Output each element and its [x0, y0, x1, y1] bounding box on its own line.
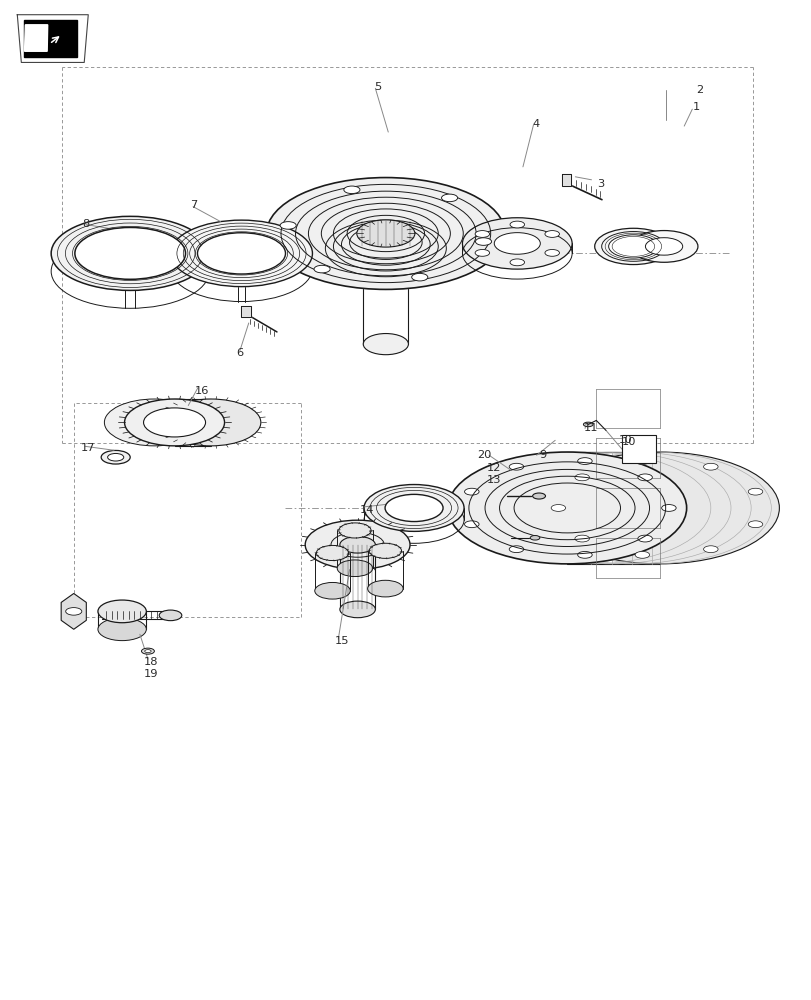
Text: 10: 10 — [621, 437, 636, 447]
Ellipse shape — [574, 535, 589, 542]
Text: 10: 10 — [619, 435, 633, 445]
Text: 16: 16 — [195, 386, 208, 396]
Polygon shape — [24, 20, 77, 57]
Ellipse shape — [582, 422, 592, 427]
Ellipse shape — [108, 453, 123, 461]
Text: 6: 6 — [236, 348, 243, 358]
Ellipse shape — [475, 238, 491, 245]
Ellipse shape — [141, 648, 154, 654]
Ellipse shape — [747, 521, 762, 528]
Ellipse shape — [594, 228, 672, 265]
Ellipse shape — [530, 536, 539, 540]
Text: 18: 18 — [144, 657, 158, 667]
Ellipse shape — [356, 220, 414, 247]
Ellipse shape — [144, 650, 151, 653]
Ellipse shape — [343, 186, 359, 194]
Ellipse shape — [197, 233, 285, 274]
Ellipse shape — [634, 551, 649, 558]
Text: 14: 14 — [359, 505, 374, 515]
Ellipse shape — [98, 618, 146, 641]
Text: 13: 13 — [486, 475, 500, 485]
Text: 12: 12 — [486, 463, 500, 473]
Ellipse shape — [509, 259, 524, 266]
Ellipse shape — [51, 216, 209, 290]
Polygon shape — [112, 469, 118, 479]
Ellipse shape — [544, 231, 559, 237]
Ellipse shape — [363, 485, 464, 531]
Ellipse shape — [448, 452, 686, 564]
Ellipse shape — [384, 494, 443, 522]
Ellipse shape — [369, 543, 401, 558]
Ellipse shape — [577, 551, 591, 558]
Polygon shape — [241, 306, 251, 317]
Ellipse shape — [702, 546, 717, 553]
Ellipse shape — [266, 178, 504, 289]
Ellipse shape — [105, 399, 204, 446]
Ellipse shape — [159, 610, 182, 621]
Ellipse shape — [464, 521, 478, 528]
Text: 17: 17 — [81, 443, 96, 453]
Text: 9: 9 — [539, 450, 546, 460]
Ellipse shape — [474, 231, 489, 237]
Text: 3: 3 — [596, 179, 603, 189]
Ellipse shape — [540, 452, 779, 564]
Ellipse shape — [637, 474, 651, 481]
Ellipse shape — [608, 235, 658, 258]
Ellipse shape — [170, 220, 312, 287]
Text: 1: 1 — [693, 102, 699, 112]
Ellipse shape — [532, 493, 545, 499]
Text: 5: 5 — [373, 82, 380, 92]
Bar — [621, 435, 655, 463]
Text: 11: 11 — [582, 423, 597, 433]
Ellipse shape — [661, 505, 676, 511]
Ellipse shape — [747, 488, 762, 495]
Ellipse shape — [441, 194, 457, 202]
Text: 19: 19 — [144, 669, 158, 679]
Ellipse shape — [702, 463, 717, 470]
Text: 4: 4 — [532, 119, 539, 129]
Text: 8: 8 — [82, 219, 89, 229]
Ellipse shape — [340, 601, 375, 618]
Ellipse shape — [544, 249, 559, 256]
Ellipse shape — [314, 265, 330, 273]
Ellipse shape — [367, 580, 402, 597]
Ellipse shape — [464, 488, 478, 495]
Ellipse shape — [494, 233, 539, 254]
Ellipse shape — [66, 608, 82, 615]
Ellipse shape — [637, 535, 651, 542]
Ellipse shape — [474, 249, 489, 256]
Ellipse shape — [629, 231, 697, 262]
Ellipse shape — [577, 458, 591, 464]
Ellipse shape — [101, 450, 130, 464]
Ellipse shape — [634, 458, 649, 464]
Text: 15: 15 — [335, 636, 349, 646]
Ellipse shape — [340, 536, 375, 553]
Ellipse shape — [508, 546, 523, 553]
Ellipse shape — [411, 273, 427, 281]
Text: 7: 7 — [190, 200, 197, 210]
Ellipse shape — [338, 523, 371, 538]
Ellipse shape — [363, 334, 408, 355]
Ellipse shape — [337, 560, 372, 577]
Ellipse shape — [124, 399, 225, 446]
Ellipse shape — [75, 227, 185, 279]
Ellipse shape — [315, 582, 350, 599]
Ellipse shape — [144, 408, 205, 437]
Ellipse shape — [161, 399, 260, 446]
Ellipse shape — [462, 218, 572, 269]
Polygon shape — [561, 174, 571, 186]
Polygon shape — [24, 25, 48, 51]
Text: 2: 2 — [696, 85, 702, 95]
Polygon shape — [17, 15, 88, 62]
Ellipse shape — [551, 505, 565, 511]
Text: 20: 20 — [476, 450, 491, 460]
Ellipse shape — [574, 474, 589, 481]
Ellipse shape — [509, 221, 524, 228]
Ellipse shape — [280, 222, 296, 229]
Ellipse shape — [98, 600, 146, 623]
Ellipse shape — [316, 545, 348, 561]
Ellipse shape — [508, 463, 523, 470]
Ellipse shape — [645, 238, 682, 255]
Ellipse shape — [305, 520, 410, 569]
